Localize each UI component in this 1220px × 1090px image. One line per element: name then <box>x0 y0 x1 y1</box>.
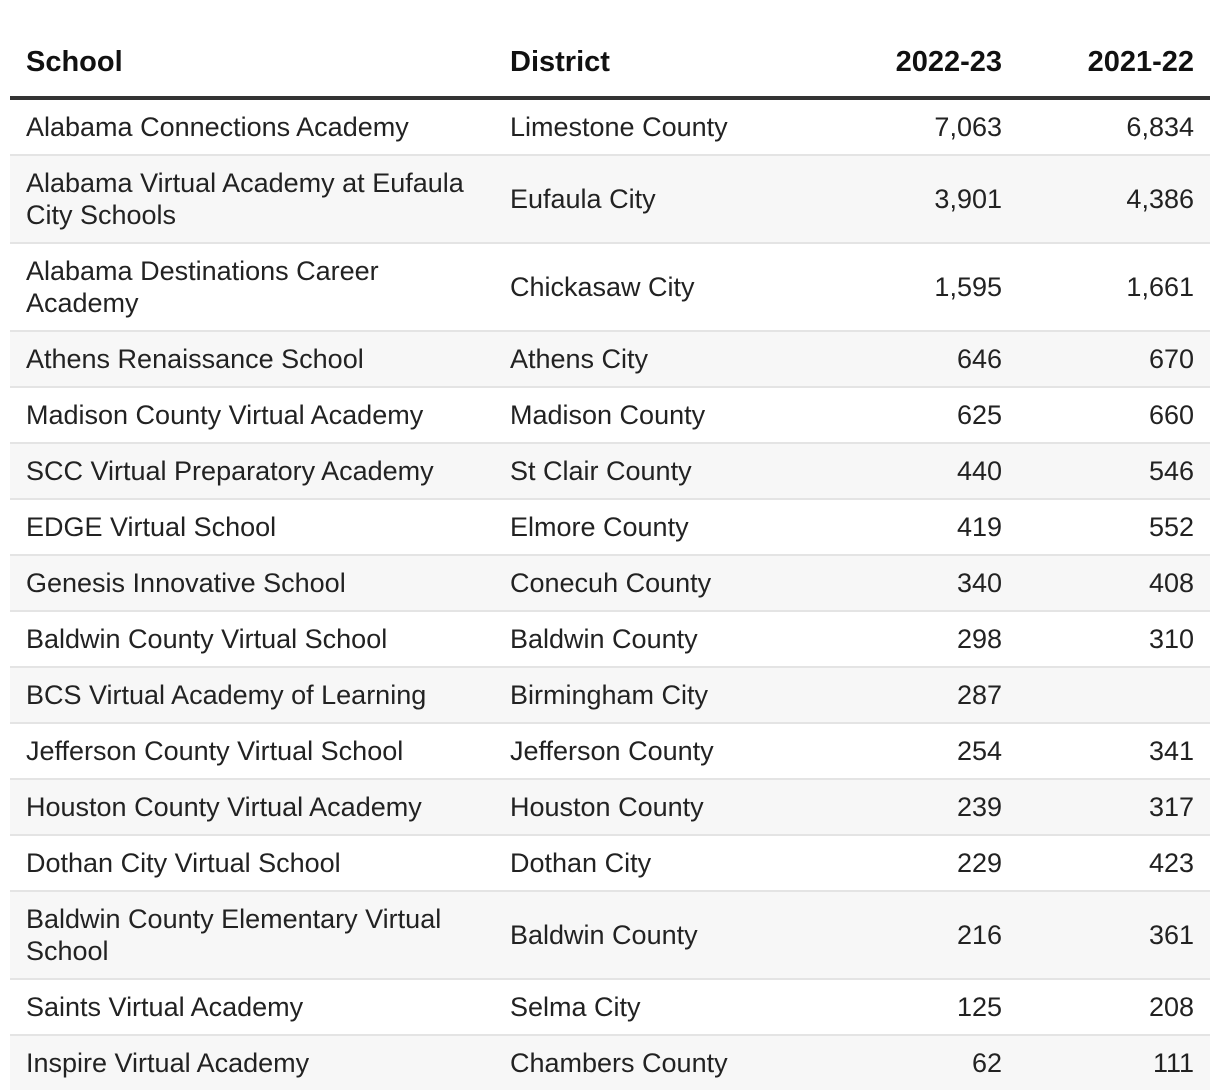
school-cell: Baldwin County Elementary Virtual School <box>10 891 494 980</box>
district-cell: Eufaula City <box>494 155 838 244</box>
header-school[interactable]: School <box>10 28 494 100</box>
school-cell: Athens Renaissance School <box>10 331 494 388</box>
header-2022-23[interactable]: 2022-23 <box>838 28 1018 100</box>
district-cell: Conecuh County <box>494 555 838 612</box>
enrollment-2022-23-cell: 229 <box>838 835 1018 892</box>
enrollment-table: School District 2022-23 2021-22 Alabama … <box>10 28 1210 1090</box>
school-cell: SCC Virtual Preparatory Academy <box>10 443 494 500</box>
enrollment-2021-22-cell: 670 <box>1018 331 1210 388</box>
district-cell: St Clair County <box>494 443 838 500</box>
school-cell: Alabama Connections Academy <box>10 98 494 156</box>
enrollment-2021-22-cell: 361 <box>1018 891 1210 980</box>
district-cell: Limestone County <box>494 98 838 156</box>
district-cell: Dothan City <box>494 835 838 892</box>
table-row: Alabama Connections Academy Limestone Co… <box>10 98 1210 156</box>
table-row: Dothan City Virtual School Dothan City 2… <box>10 835 1210 892</box>
table-row: Houston County Virtual Academy Houston C… <box>10 779 1210 836</box>
enrollment-2022-23-cell: 1,595 <box>838 243 1018 332</box>
enrollment-2021-22-cell: 310 <box>1018 611 1210 668</box>
district-cell: Athens City <box>494 331 838 388</box>
table-row: Jefferson County Virtual School Jefferso… <box>10 723 1210 780</box>
table-row: Madison County Virtual Academy Madison C… <box>10 387 1210 444</box>
district-cell: Houston County <box>494 779 838 836</box>
table-row: Saints Virtual Academy Selma City 125 20… <box>10 979 1210 1036</box>
enrollment-2022-23-cell: 254 <box>838 723 1018 780</box>
enrollment-2022-23-cell: 298 <box>838 611 1018 668</box>
enrollment-2022-23-cell: 216 <box>838 891 1018 980</box>
enrollment-2022-23-cell: 125 <box>838 979 1018 1036</box>
enrollment-2021-22-cell: 408 <box>1018 555 1210 612</box>
enrollment-2022-23-cell: 340 <box>838 555 1018 612</box>
table-row: Alabama Virtual Academy at Eufaula City … <box>10 155 1210 244</box>
enrollment-2021-22-cell: 423 <box>1018 835 1210 892</box>
enrollment-2021-22-cell: 552 <box>1018 499 1210 556</box>
school-cell: Jefferson County Virtual School <box>10 723 494 780</box>
table-row: EDGE Virtual School Elmore County 419 55… <box>10 499 1210 556</box>
enrollment-2022-23-cell: 7,063 <box>838 98 1018 156</box>
school-cell: Dothan City Virtual School <box>10 835 494 892</box>
enrollment-2021-22-cell: 208 <box>1018 979 1210 1036</box>
school-cell: Houston County Virtual Academy <box>10 779 494 836</box>
school-cell: EDGE Virtual School <box>10 499 494 556</box>
table-row: Inspire Virtual Academy Chambers County … <box>10 1035 1210 1090</box>
header-row: School District 2022-23 2021-22 <box>10 28 1210 100</box>
district-cell: Madison County <box>494 387 838 444</box>
header-district[interactable]: District <box>494 28 838 100</box>
enrollment-2021-22-cell <box>1018 667 1210 724</box>
district-cell: Chambers County <box>494 1035 838 1090</box>
district-cell: Chickasaw City <box>494 243 838 332</box>
enrollment-2021-22-cell: 317 <box>1018 779 1210 836</box>
table-row: Baldwin County Elementary Virtual School… <box>10 891 1210 980</box>
enrollment-2021-22-cell: 341 <box>1018 723 1210 780</box>
district-cell: Jefferson County <box>494 723 838 780</box>
school-cell: Madison County Virtual Academy <box>10 387 494 444</box>
enrollment-2021-22-cell: 4,386 <box>1018 155 1210 244</box>
enrollment-2022-23-cell: 625 <box>838 387 1018 444</box>
school-cell: Baldwin County Virtual School <box>10 611 494 668</box>
table-header: School District 2022-23 2021-22 <box>10 28 1210 100</box>
table-row: BCS Virtual Academy of Learning Birmingh… <box>10 667 1210 724</box>
enrollment-2022-23-cell: 287 <box>838 667 1018 724</box>
district-cell: Elmore County <box>494 499 838 556</box>
school-cell: Saints Virtual Academy <box>10 979 494 1036</box>
enrollment-2021-22-cell: 111 <box>1018 1035 1210 1090</box>
district-cell: Baldwin County <box>494 891 838 980</box>
enrollment-table-container: School District 2022-23 2021-22 Alabama … <box>10 28 1210 1090</box>
enrollment-2022-23-cell: 3,901 <box>838 155 1018 244</box>
enrollment-2021-22-cell: 6,834 <box>1018 98 1210 156</box>
table-row: Athens Renaissance School Athens City 64… <box>10 331 1210 388</box>
enrollment-2021-22-cell: 660 <box>1018 387 1210 444</box>
school-cell: BCS Virtual Academy of Learning <box>10 667 494 724</box>
enrollment-2022-23-cell: 440 <box>838 443 1018 500</box>
enrollment-2022-23-cell: 62 <box>838 1035 1018 1090</box>
header-2021-22[interactable]: 2021-22 <box>1018 28 1210 100</box>
district-cell: Birmingham City <box>494 667 838 724</box>
school-cell: Genesis Innovative School <box>10 555 494 612</box>
table-row: SCC Virtual Preparatory Academy St Clair… <box>10 443 1210 500</box>
district-cell: Selma City <box>494 979 838 1036</box>
school-cell: Alabama Destinations Career Academy <box>10 243 494 332</box>
enrollment-2021-22-cell: 1,661 <box>1018 243 1210 332</box>
table-row: Baldwin County Virtual School Baldwin Co… <box>10 611 1210 668</box>
district-cell: Baldwin County <box>494 611 838 668</box>
school-cell: Alabama Virtual Academy at Eufaula City … <box>10 155 494 244</box>
enrollment-2022-23-cell: 419 <box>838 499 1018 556</box>
table-body: Alabama Connections Academy Limestone Co… <box>10 98 1210 1090</box>
school-cell: Inspire Virtual Academy <box>10 1035 494 1090</box>
enrollment-2022-23-cell: 239 <box>838 779 1018 836</box>
table-row: Alabama Destinations Career Academy Chic… <box>10 243 1210 332</box>
enrollment-2022-23-cell: 646 <box>838 331 1018 388</box>
enrollment-2021-22-cell: 546 <box>1018 443 1210 500</box>
table-row: Genesis Innovative School Conecuh County… <box>10 555 1210 612</box>
